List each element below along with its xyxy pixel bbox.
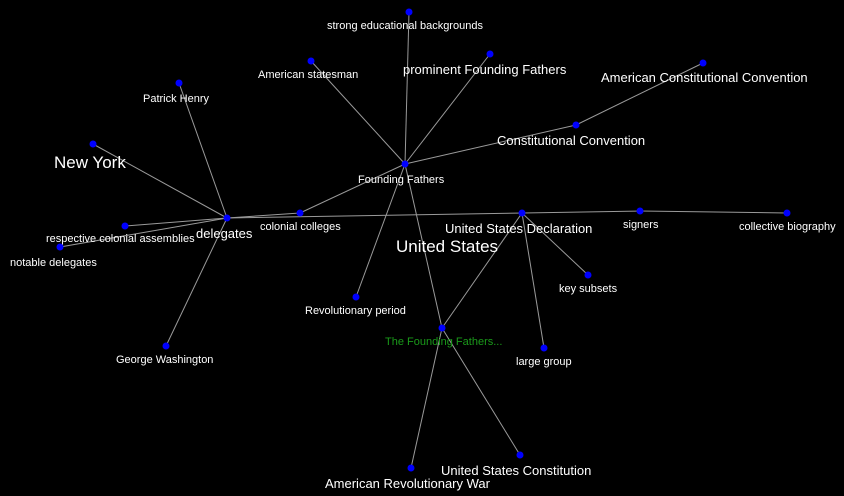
graph-labels: The Founding Fathers... Founding Fathers… xyxy=(10,20,836,491)
node-label-root[interactable]: The Founding Fathers... xyxy=(385,336,502,348)
edge-root-to-united-states-declaration xyxy=(441,212,523,329)
node-american-revolutionary-war[interactable] xyxy=(407,464,415,472)
node-new-york[interactable] xyxy=(89,140,97,148)
node-label-respective-colonial-assemblies[interactable]: respective colonial assemblies xyxy=(46,233,195,245)
edge-founding-fathers-to-strong-educational-backgrounds xyxy=(404,11,410,165)
node-constitutional-convention[interactable] xyxy=(572,121,580,129)
node-label-strong-educational-backgrounds[interactable]: strong educational backgrounds xyxy=(327,20,483,32)
edge-founding-fathers-to-constitutional-convention xyxy=(404,124,577,165)
edge-root-to-american-revolutionary-war xyxy=(410,327,443,469)
node-label-revolutionary-period[interactable]: Revolutionary period xyxy=(305,305,406,317)
edge-delegates-to-colonial-colleges xyxy=(226,212,301,219)
node-label-constitutional-convention[interactable]: Constitutional Convention xyxy=(497,133,645,148)
node-label-united-states-declaration[interactable]: United States Declaration xyxy=(445,221,592,236)
node-label-delegates[interactable]: delegates xyxy=(196,226,253,241)
node-label-new-york[interactable]: New York xyxy=(54,153,126,172)
node-united-states-constitution[interactable] xyxy=(516,451,524,459)
node-label-american-statesman[interactable]: American statesman xyxy=(258,69,358,81)
node-label-prominent-founding-fathers[interactable]: prominent Founding Fathers xyxy=(403,62,567,77)
node-notable-delegates[interactable] xyxy=(56,243,64,251)
node-strong-educational-backgrounds[interactable] xyxy=(405,8,413,16)
edge-root-to-founding-fathers xyxy=(404,163,443,329)
edge-root-to-united-states-constitution xyxy=(441,327,521,456)
node-label-notable-delegates[interactable]: notable delegates xyxy=(10,257,97,269)
node-label-large-group[interactable]: large group xyxy=(516,356,572,368)
node-label-american-revolutionary-war[interactable]: American Revolutionary War xyxy=(325,476,491,491)
node-collective-biography[interactable] xyxy=(783,209,791,217)
graph-nodes xyxy=(56,8,791,472)
edge-delegates-to-george-washington xyxy=(165,217,228,347)
node-signers[interactable] xyxy=(636,207,644,215)
node-label-key-subsets[interactable]: key subsets xyxy=(559,283,618,295)
edge-delegates-to-new-york xyxy=(92,143,228,219)
node-american-statesman[interactable] xyxy=(307,57,315,65)
edge-constitutional-convention-to-american-constitutional-convention xyxy=(575,62,704,126)
node-united-states-declaration[interactable] xyxy=(518,209,526,217)
node-american-constitutional-convention[interactable] xyxy=(699,59,707,67)
node-respective-colonial-assemblies[interactable] xyxy=(121,222,129,230)
node-patrick-henry[interactable] xyxy=(175,79,183,87)
node-label-founding-fathers[interactable]: Founding Fathers xyxy=(358,174,445,186)
edge-founding-fathers-to-colonial-colleges xyxy=(299,163,406,214)
edge-united-states-declaration-to-key-subsets xyxy=(521,212,589,276)
node-label-collective-biography[interactable]: collective biography xyxy=(739,221,836,233)
edge-delegates-to-patrick-henry xyxy=(178,82,228,219)
edge-signers-to-collective-biography xyxy=(639,210,788,214)
edge-founding-fathers-to-american-statesman xyxy=(310,60,406,165)
edge-founding-fathers-to-prominent-founding-fathers xyxy=(404,53,491,165)
node-george-washington[interactable] xyxy=(162,342,170,350)
node-label-united-states[interactable]: United States xyxy=(396,237,498,256)
node-label-colonial-colleges[interactable]: colonial colleges xyxy=(260,221,341,233)
node-label-george-washington[interactable]: George Washington xyxy=(116,354,213,366)
edge-delegates-to-notable-delegates xyxy=(59,217,228,248)
node-prominent-founding-fathers[interactable] xyxy=(486,50,494,58)
node-root[interactable] xyxy=(438,324,446,332)
edge-united-states-declaration-to-large-group xyxy=(521,212,545,349)
node-label-signers[interactable]: signers xyxy=(623,219,659,231)
node-label-patrick-henry[interactable]: Patrick Henry xyxy=(143,93,210,105)
node-label-american-constitutional-convention[interactable]: American Constitutional Convention xyxy=(601,70,808,85)
node-delegates[interactable] xyxy=(223,214,231,222)
edge-founding-fathers-to-revolutionary-period xyxy=(355,163,406,298)
graph-edges xyxy=(59,11,788,469)
node-revolutionary-period[interactable] xyxy=(352,293,360,301)
edge-delegates-to-respective-colonial-assemblies xyxy=(124,217,228,227)
node-key-subsets[interactable] xyxy=(584,271,592,279)
edge-delegates-to-signers xyxy=(226,210,641,219)
node-label-united-states-constitution[interactable]: United States Constitution xyxy=(441,463,591,478)
node-founding-fathers[interactable] xyxy=(401,160,409,168)
node-colonial-colleges[interactable] xyxy=(296,209,304,217)
node-large-group[interactable] xyxy=(540,344,548,352)
